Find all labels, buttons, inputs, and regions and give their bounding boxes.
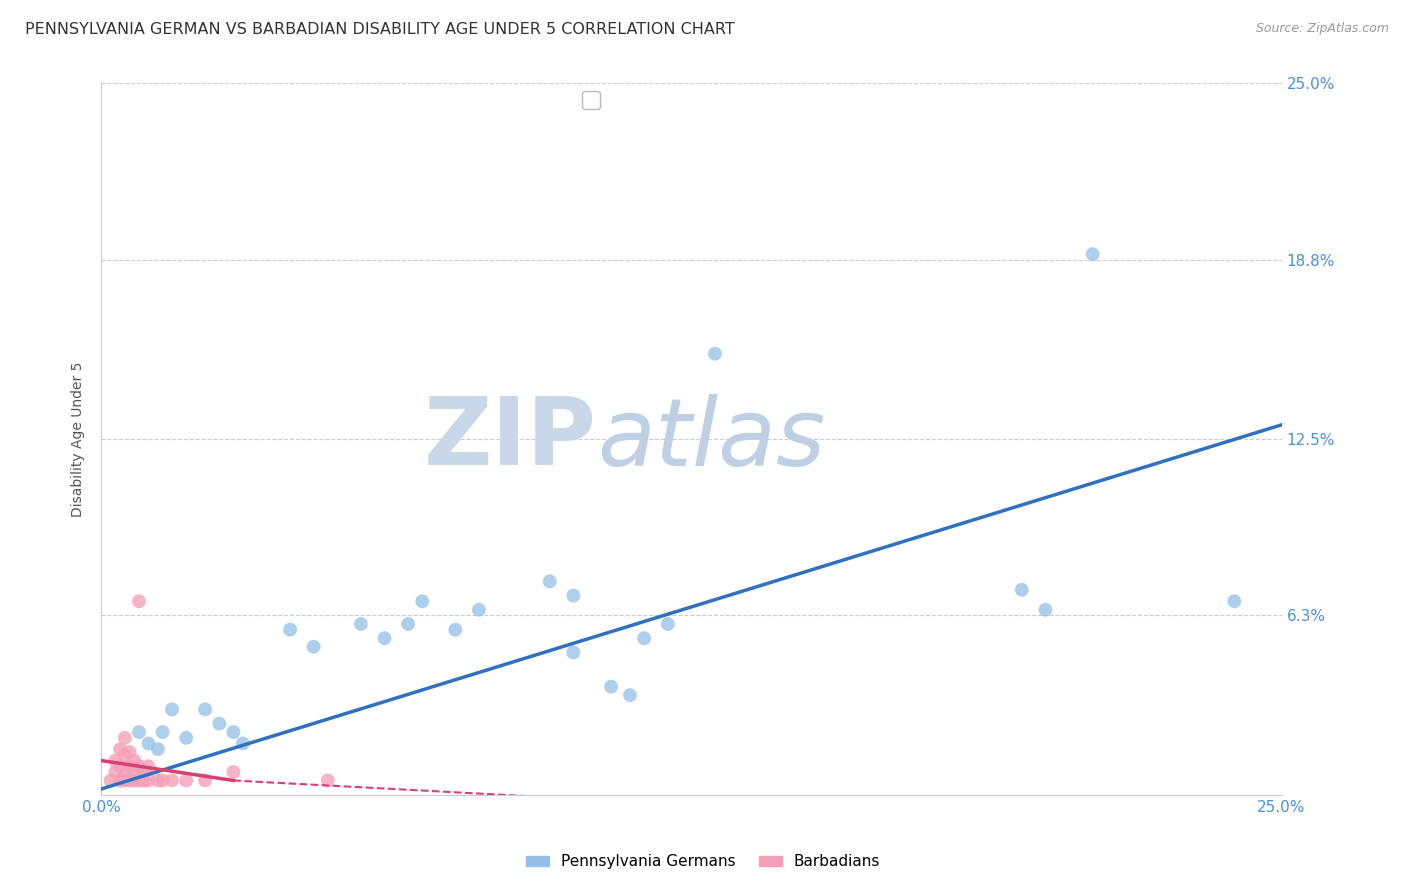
Point [100,773,122,788]
Point [633,631,655,645]
Point [174,773,197,788]
Point [704,347,727,361]
Text: Source: ZipAtlas.com: Source: ZipAtlas.com [1256,22,1389,36]
Point [160,702,183,716]
Point [174,731,197,745]
Text: atlas: atlas [598,393,825,484]
Point [128,773,150,788]
Point [138,737,160,751]
Text: ZIP: ZIP [425,393,598,485]
Point [152,725,174,739]
Point [619,688,641,702]
Y-axis label: Disability Age Under 5: Disability Age Under 5 [72,361,86,516]
Point [108,742,131,756]
Point [222,725,245,739]
Point [122,764,145,779]
Point [132,773,155,788]
Point [444,623,467,637]
Point [1035,603,1057,617]
Point [411,594,433,608]
Point [138,759,160,773]
Text: PENNSYLVANIA GERMAN VS BARBADIAN DISABILITY AGE UNDER 5 CORRELATION CHART: PENNSYLVANIA GERMAN VS BARBADIAN DISABIL… [25,22,735,37]
Point [128,594,150,608]
Point [350,617,373,632]
Legend:  [582,91,600,110]
Point [278,623,301,637]
Point [316,773,339,788]
Point [600,680,623,694]
Point [146,742,169,756]
Point [194,702,217,716]
Point [160,773,183,788]
Point [396,617,419,632]
Point [138,773,160,788]
Legend: Pennsylvania Germans, Barbadians: Pennsylvania Germans, Barbadians [520,848,886,875]
Point [152,773,174,788]
Point [114,773,136,788]
Point [108,773,131,788]
Point [146,773,169,788]
Point [118,773,141,788]
Point [302,640,325,654]
Point [114,747,136,762]
Point [132,764,155,779]
Point [118,745,141,759]
Point [108,759,131,773]
Point [104,754,127,768]
Point [657,617,679,632]
Point [194,773,217,788]
Point [373,631,395,645]
Point [128,725,150,739]
Point [562,589,585,603]
Point [114,764,136,779]
Point [1081,247,1104,261]
Point [1011,582,1033,597]
Point [118,759,141,773]
Point [232,737,254,751]
Point [1223,594,1246,608]
Point [114,731,136,745]
Point [538,574,561,589]
Point [122,773,145,788]
Point [208,716,231,731]
Point [122,754,145,768]
Point [104,764,127,779]
Point [128,759,150,773]
Point [468,603,491,617]
Point [222,764,245,779]
Point [562,645,585,659]
